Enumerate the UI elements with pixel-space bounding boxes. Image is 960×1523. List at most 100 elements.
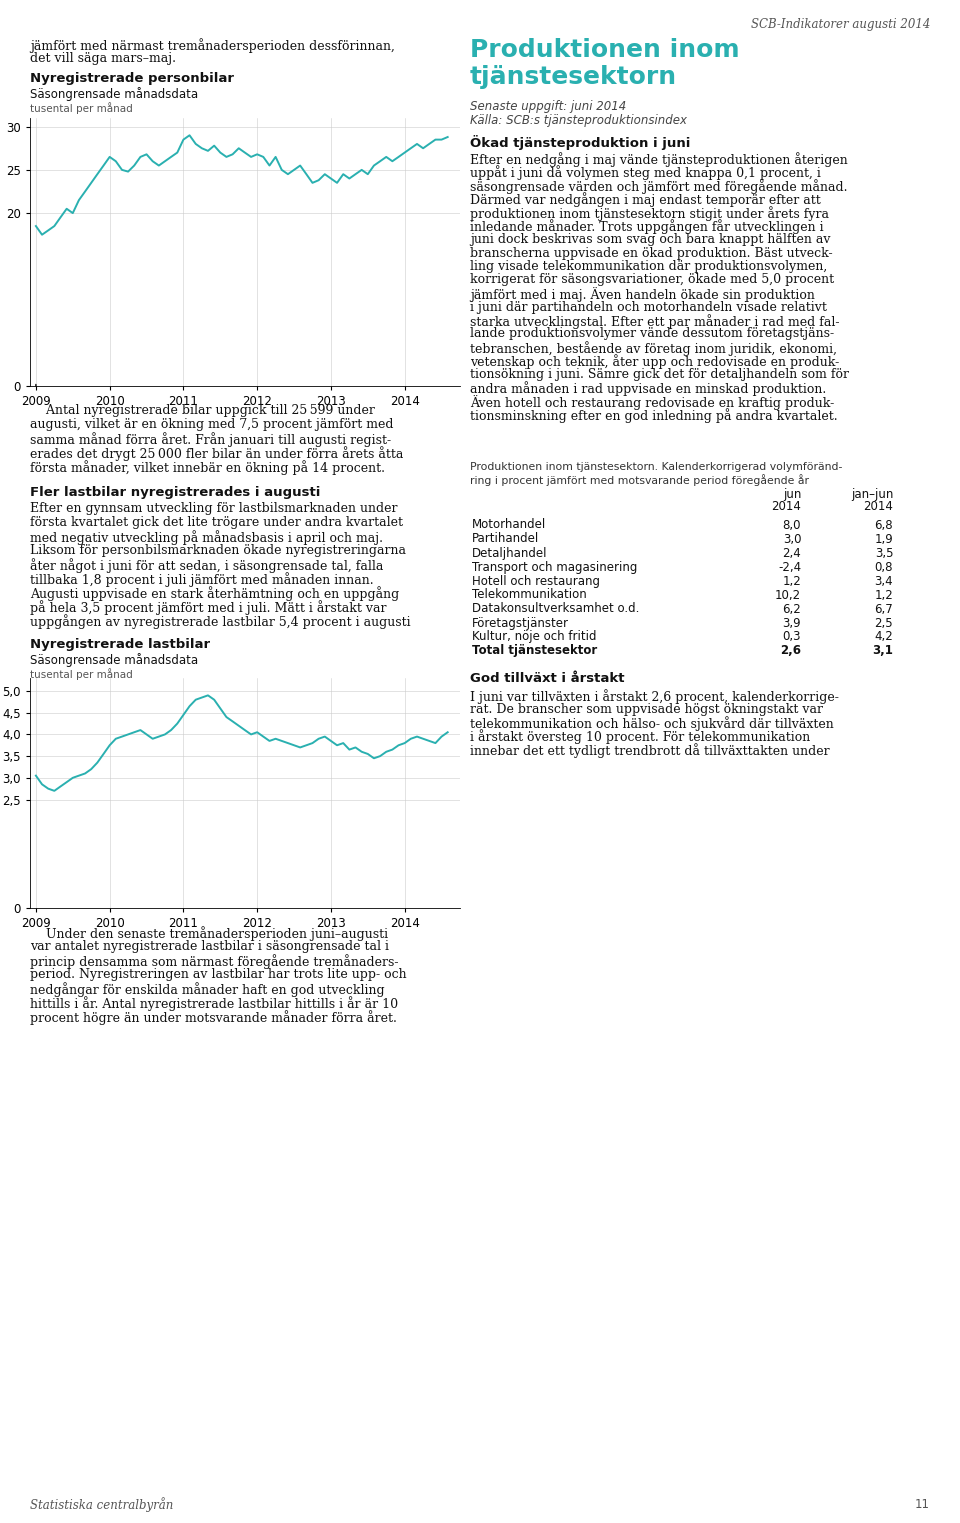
Text: 0,8: 0,8 bbox=[875, 560, 893, 574]
Text: jämfört med närmast tremånadersperioden dessförinnan,: jämfört med närmast tremånadersperioden … bbox=[30, 38, 395, 53]
Text: samma månad förra året. Från januari till augusti regist-: samma månad förra året. Från januari til… bbox=[30, 433, 391, 446]
Text: Källa: SCB:s tjänsteproduktionsindex: Källa: SCB:s tjänsteproduktionsindex bbox=[470, 114, 687, 126]
Text: 2014: 2014 bbox=[863, 500, 893, 513]
Text: säsongrensade värden och jämfört med föregående månad.: säsongrensade värden och jämfört med för… bbox=[470, 180, 848, 193]
Text: nedgångar för enskilda månader haft en god utveckling: nedgångar för enskilda månader haft en g… bbox=[30, 982, 385, 998]
Text: produktionen inom tjänstesektorn stigit under årets fyra: produktionen inom tjänstesektorn stigit … bbox=[470, 206, 829, 221]
Text: 3,5: 3,5 bbox=[875, 547, 893, 559]
Text: 0,3: 0,3 bbox=[782, 631, 802, 644]
Text: period. Nyregistreringen av lastbilar har trots lite upp- och: period. Nyregistreringen av lastbilar ha… bbox=[30, 969, 407, 981]
Text: telekommunikation och hälso- och sjukvård där tillväxten: telekommunikation och hälso- och sjukvår… bbox=[470, 716, 833, 731]
Text: Fler lastbilar nyregistrerades i augusti: Fler lastbilar nyregistrerades i augusti bbox=[30, 486, 321, 500]
Text: 10,2: 10,2 bbox=[775, 588, 802, 602]
Text: 8,0: 8,0 bbox=[782, 518, 802, 532]
Text: Tjänsteproduktionsindex: Tjänsteproduktionsindex bbox=[607, 440, 793, 454]
Text: 3,4: 3,4 bbox=[875, 574, 893, 588]
Text: Nyregistrerade lastbilar: Nyregistrerade lastbilar bbox=[30, 638, 210, 650]
Text: lande produktionsvolymer vände dessutom företagstjäns-: lande produktionsvolymer vände dessutom … bbox=[470, 327, 834, 341]
Text: tillbaka 1,8 procent i juli jämfört med månaden innan.: tillbaka 1,8 procent i juli jämfört med … bbox=[30, 573, 373, 586]
Text: Kultur, nöje och fritid: Kultur, nöje och fritid bbox=[472, 631, 596, 644]
Text: 2014: 2014 bbox=[771, 500, 802, 513]
Text: 2,4: 2,4 bbox=[782, 547, 802, 559]
Text: Senaste uppgift: juni 2014: Senaste uppgift: juni 2014 bbox=[470, 101, 626, 113]
Text: ring i procent jämfört med motsvarande period föregående år: ring i procent jämfört med motsvarande p… bbox=[470, 474, 809, 486]
Text: var antalet nyregistrerade lastbilar i säsongrensade tal i: var antalet nyregistrerade lastbilar i s… bbox=[30, 940, 389, 953]
Text: 2,5: 2,5 bbox=[875, 617, 893, 629]
Text: tionsökning i juni. Sämre gick det för detaljhandeln som för: tionsökning i juni. Sämre gick det för d… bbox=[470, 369, 849, 381]
Text: Augusti uppvisade en stark återhämtning och en uppgång: Augusti uppvisade en stark återhämtning … bbox=[30, 586, 399, 602]
Text: tusental per månad: tusental per månad bbox=[30, 669, 132, 679]
Text: Telekommunikation: Telekommunikation bbox=[472, 588, 587, 602]
Text: inledande månader. Trots uppgången får utvecklingen i: inledande månader. Trots uppgången får u… bbox=[470, 219, 824, 235]
Text: Hotell och restaurang: Hotell och restaurang bbox=[472, 574, 600, 588]
Text: 3,9: 3,9 bbox=[782, 617, 802, 629]
Text: Antal nyregistrerade bilar uppgick till 25 599 under: Antal nyregistrerade bilar uppgick till … bbox=[30, 404, 374, 417]
Text: Ökad tjänsteproduktion i juni: Ökad tjänsteproduktion i juni bbox=[470, 136, 690, 149]
Text: 2,6: 2,6 bbox=[780, 644, 802, 658]
Text: vetenskap och teknik, åter upp och redovisade en produk-: vetenskap och teknik, åter upp och redov… bbox=[470, 355, 839, 370]
Text: Statistiska centralbyrån: Statistiska centralbyrån bbox=[30, 1497, 174, 1512]
Text: andra månaden i rad uppvisade en minskad produktion.: andra månaden i rad uppvisade en minskad… bbox=[470, 381, 827, 396]
Text: i årstakt översteg 10 procent. För telekommunikation: i årstakt översteg 10 procent. För telek… bbox=[470, 730, 810, 745]
Text: 4,2: 4,2 bbox=[875, 631, 893, 644]
Text: Total tjänstesektor: Total tjänstesektor bbox=[472, 644, 597, 658]
Text: Motorhandel: Motorhandel bbox=[472, 518, 546, 532]
Text: God tillväxt i årstakt: God tillväxt i årstakt bbox=[470, 672, 625, 685]
Text: augusti, vilket är en ökning med 7,5 procent jämfört med: augusti, vilket är en ökning med 7,5 pro… bbox=[30, 417, 394, 431]
Text: SCB-Indikatorer augusti 2014: SCB-Indikatorer augusti 2014 bbox=[751, 18, 930, 30]
Text: rat. De branscher som uppvisade högst ökningstakt var: rat. De branscher som uppvisade högst ök… bbox=[470, 702, 823, 716]
Text: i juni där partihandeln och motorhandeln visade relativt: i juni där partihandeln och motorhandeln… bbox=[470, 300, 827, 314]
Text: tusental per månad: tusental per månad bbox=[30, 102, 132, 114]
Text: på hela 3,5 procent jämfört med i juli. Mätt i årstakt var: på hela 3,5 procent jämfört med i juli. … bbox=[30, 600, 387, 615]
Text: med negativ utveckling på månadsbasis i april och maj.: med negativ utveckling på månadsbasis i … bbox=[30, 530, 383, 545]
Text: 3,0: 3,0 bbox=[782, 533, 802, 545]
Text: Därmed var nedgången i maj endast temporär efter att: Därmed var nedgången i maj endast tempor… bbox=[470, 192, 821, 207]
Text: Transport och magasinering: Transport och magasinering bbox=[472, 560, 637, 574]
Text: starka utvecklingstal. Efter ett par månader i rad med fal-: starka utvecklingstal. Efter ett par mån… bbox=[470, 314, 839, 329]
Text: första kvartalet gick det lite trögare under andra kvartalet: första kvartalet gick det lite trögare u… bbox=[30, 516, 403, 528]
Text: första månader, vilket innebär en ökning på 14 procent.: första månader, vilket innebär en ökning… bbox=[30, 460, 385, 475]
Text: princip densamma som närmast föregående tremånaders-: princip densamma som närmast föregående … bbox=[30, 953, 398, 969]
Text: hittills i år. Antal nyregistrerade lastbilar hittills i år är 10: hittills i år. Antal nyregistrerade last… bbox=[30, 996, 398, 1011]
Text: det vill säga mars–maj.: det vill säga mars–maj. bbox=[30, 52, 176, 65]
Text: branscherna uppvisade en ökad produktion. Bäst utveck-: branscherna uppvisade en ökad produktion… bbox=[470, 247, 832, 259]
Text: tebranschen, bestående av företag inom juridik, ekonomi,: tebranschen, bestående av företag inom j… bbox=[470, 341, 837, 356]
Text: 6,2: 6,2 bbox=[782, 603, 802, 615]
Text: Datakonsultverksamhet o.d.: Datakonsultverksamhet o.d. bbox=[472, 603, 639, 615]
Text: 6,8: 6,8 bbox=[875, 518, 893, 532]
Text: 1,2: 1,2 bbox=[782, 574, 802, 588]
Text: Även hotell och restaurang redovisade en kraftig produk-: Även hotell och restaurang redovisade en… bbox=[470, 394, 834, 410]
Text: procent högre än under motsvarande månader förra året.: procent högre än under motsvarande månad… bbox=[30, 1010, 396, 1025]
Text: 1,2: 1,2 bbox=[875, 588, 893, 602]
Text: Nyregistrerade personbilar: Nyregistrerade personbilar bbox=[30, 72, 234, 85]
Text: jun: jun bbox=[782, 487, 802, 501]
Text: erades det drygt 25 000 fler bilar än under förra årets åtta: erades det drygt 25 000 fler bilar än un… bbox=[30, 446, 403, 461]
Text: juni dock beskrivas som svag och bara knappt hälften av: juni dock beskrivas som svag och bara kn… bbox=[470, 233, 830, 247]
Text: Under den senaste tremånadersperioden juni–augusti: Under den senaste tremånadersperioden ju… bbox=[30, 926, 388, 941]
Text: ling visade telekommunikation där produktionsvolymen,: ling visade telekommunikation där produk… bbox=[470, 260, 828, 273]
Text: uppgången av nyregistrerade lastbilar 5,4 procent i augusti: uppgången av nyregistrerade lastbilar 5,… bbox=[30, 614, 411, 629]
Text: tjänstesektorn: tjänstesektorn bbox=[470, 65, 677, 88]
Text: Efter en gynnsam utveckling för lastbilsmarknaden under: Efter en gynnsam utveckling för lastbils… bbox=[30, 503, 397, 515]
Text: 1,9: 1,9 bbox=[875, 533, 893, 545]
Text: jan–jun: jan–jun bbox=[851, 487, 893, 501]
Text: Efter en nedgång i maj vände tjänsteproduktionen återigen: Efter en nedgång i maj vände tjänsteprod… bbox=[470, 152, 848, 168]
Text: I juni var tillväxten i årstakt 2,6 procent, kalenderkorrige-: I juni var tillväxten i årstakt 2,6 proc… bbox=[470, 688, 839, 704]
Text: -2,4: -2,4 bbox=[778, 560, 802, 574]
Text: 11: 11 bbox=[915, 1499, 930, 1511]
Text: Säsongrensade månadsdata: Säsongrensade månadsdata bbox=[30, 653, 198, 667]
Text: korrigerat för säsongsvariationer, ökade med 5,0 procent: korrigerat för säsongsvariationer, ökade… bbox=[470, 274, 834, 286]
Text: tionsminskning efter en god inledning på andra kvartalet.: tionsminskning efter en god inledning på… bbox=[470, 408, 838, 423]
Text: uppåt i juni då volymen steg med knappa 0,1 procent, i: uppåt i juni då volymen steg med knappa … bbox=[470, 166, 821, 180]
Text: Produktionen inom: Produktionen inom bbox=[470, 38, 739, 62]
Text: Detaljhandel: Detaljhandel bbox=[472, 547, 547, 559]
Text: jämfört med i maj. Även handeln ökade sin produktion: jämfört med i maj. Även handeln ökade si… bbox=[470, 286, 815, 302]
Text: Partihandel: Partihandel bbox=[472, 533, 540, 545]
Text: Produktionen inom tjänstesektorn. Kalenderkorrigerad volymföränd-: Produktionen inom tjänstesektorn. Kalend… bbox=[470, 461, 842, 472]
Text: Liksom för personbilsmarknaden ökade nyregistreringarna: Liksom för personbilsmarknaden ökade nyr… bbox=[30, 544, 406, 557]
Text: Säsongrensade månadsdata: Säsongrensade månadsdata bbox=[30, 87, 198, 101]
Text: 3,1: 3,1 bbox=[873, 644, 893, 658]
Text: 6,7: 6,7 bbox=[875, 603, 893, 615]
Text: innebar det ett tydligt trendbrott då tillväxttakten under: innebar det ett tydligt trendbrott då ti… bbox=[470, 743, 829, 758]
Text: åter något i juni för att sedan, i säsongrensade tal, falla: åter något i juni för att sedan, i säson… bbox=[30, 557, 383, 573]
